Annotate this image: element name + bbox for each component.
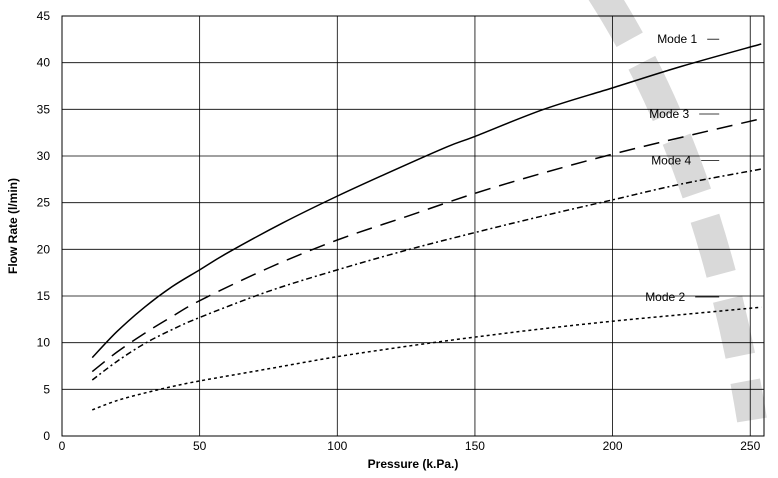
series-lines — [91, 43, 762, 411]
series-label-mode-4: Mode 4 — [651, 154, 691, 168]
x-tick-label: 250 — [740, 439, 760, 453]
series-line-mode-4 — [91, 168, 762, 381]
series-label-mode-3: Mode 3 — [649, 107, 689, 121]
y-tick-label: 35 — [37, 102, 51, 116]
watermark — [588, 0, 767, 423]
x-tick-label: 200 — [603, 439, 623, 453]
series-label-mode-1: Mode 1 — [657, 32, 697, 46]
y-tick-label: 0 — [43, 429, 50, 443]
y-tick-label: 25 — [37, 196, 51, 210]
y-tick-label: 20 — [37, 242, 51, 256]
tick-labels: 0 50 100 150 200 250 0 5 10 15 20 25 30 35 40 45 — [37, 9, 761, 453]
y-tick-label: 40 — [37, 56, 51, 70]
y-tick-label: 10 — [37, 336, 51, 350]
series-label-mode-2: Mode 2 — [645, 290, 685, 304]
y-tick-label: 45 — [37, 9, 51, 23]
x-tick-label: 150 — [465, 439, 485, 453]
y-tick-label: 5 — [43, 382, 50, 396]
x-tick-label: 50 — [193, 439, 207, 453]
x-tick-label: 100 — [327, 439, 347, 453]
series-line-mode-2 — [92, 306, 762, 411]
y-axis-title: Flow Rate (l/min) — [6, 178, 20, 274]
plot-frame — [61, 15, 765, 437]
grid — [61, 15, 765, 437]
x-tick-label: 0 — [59, 439, 66, 453]
series-labels: Mode 1 Mode 2 Mode 3 Mode 4 — [645, 32, 720, 304]
x-axis-title: Pressure (k.Pa.) — [368, 457, 459, 471]
y-tick-label: 15 — [37, 289, 51, 303]
series-line-mode-1 — [91, 43, 762, 359]
y-tick-label: 30 — [37, 149, 51, 163]
